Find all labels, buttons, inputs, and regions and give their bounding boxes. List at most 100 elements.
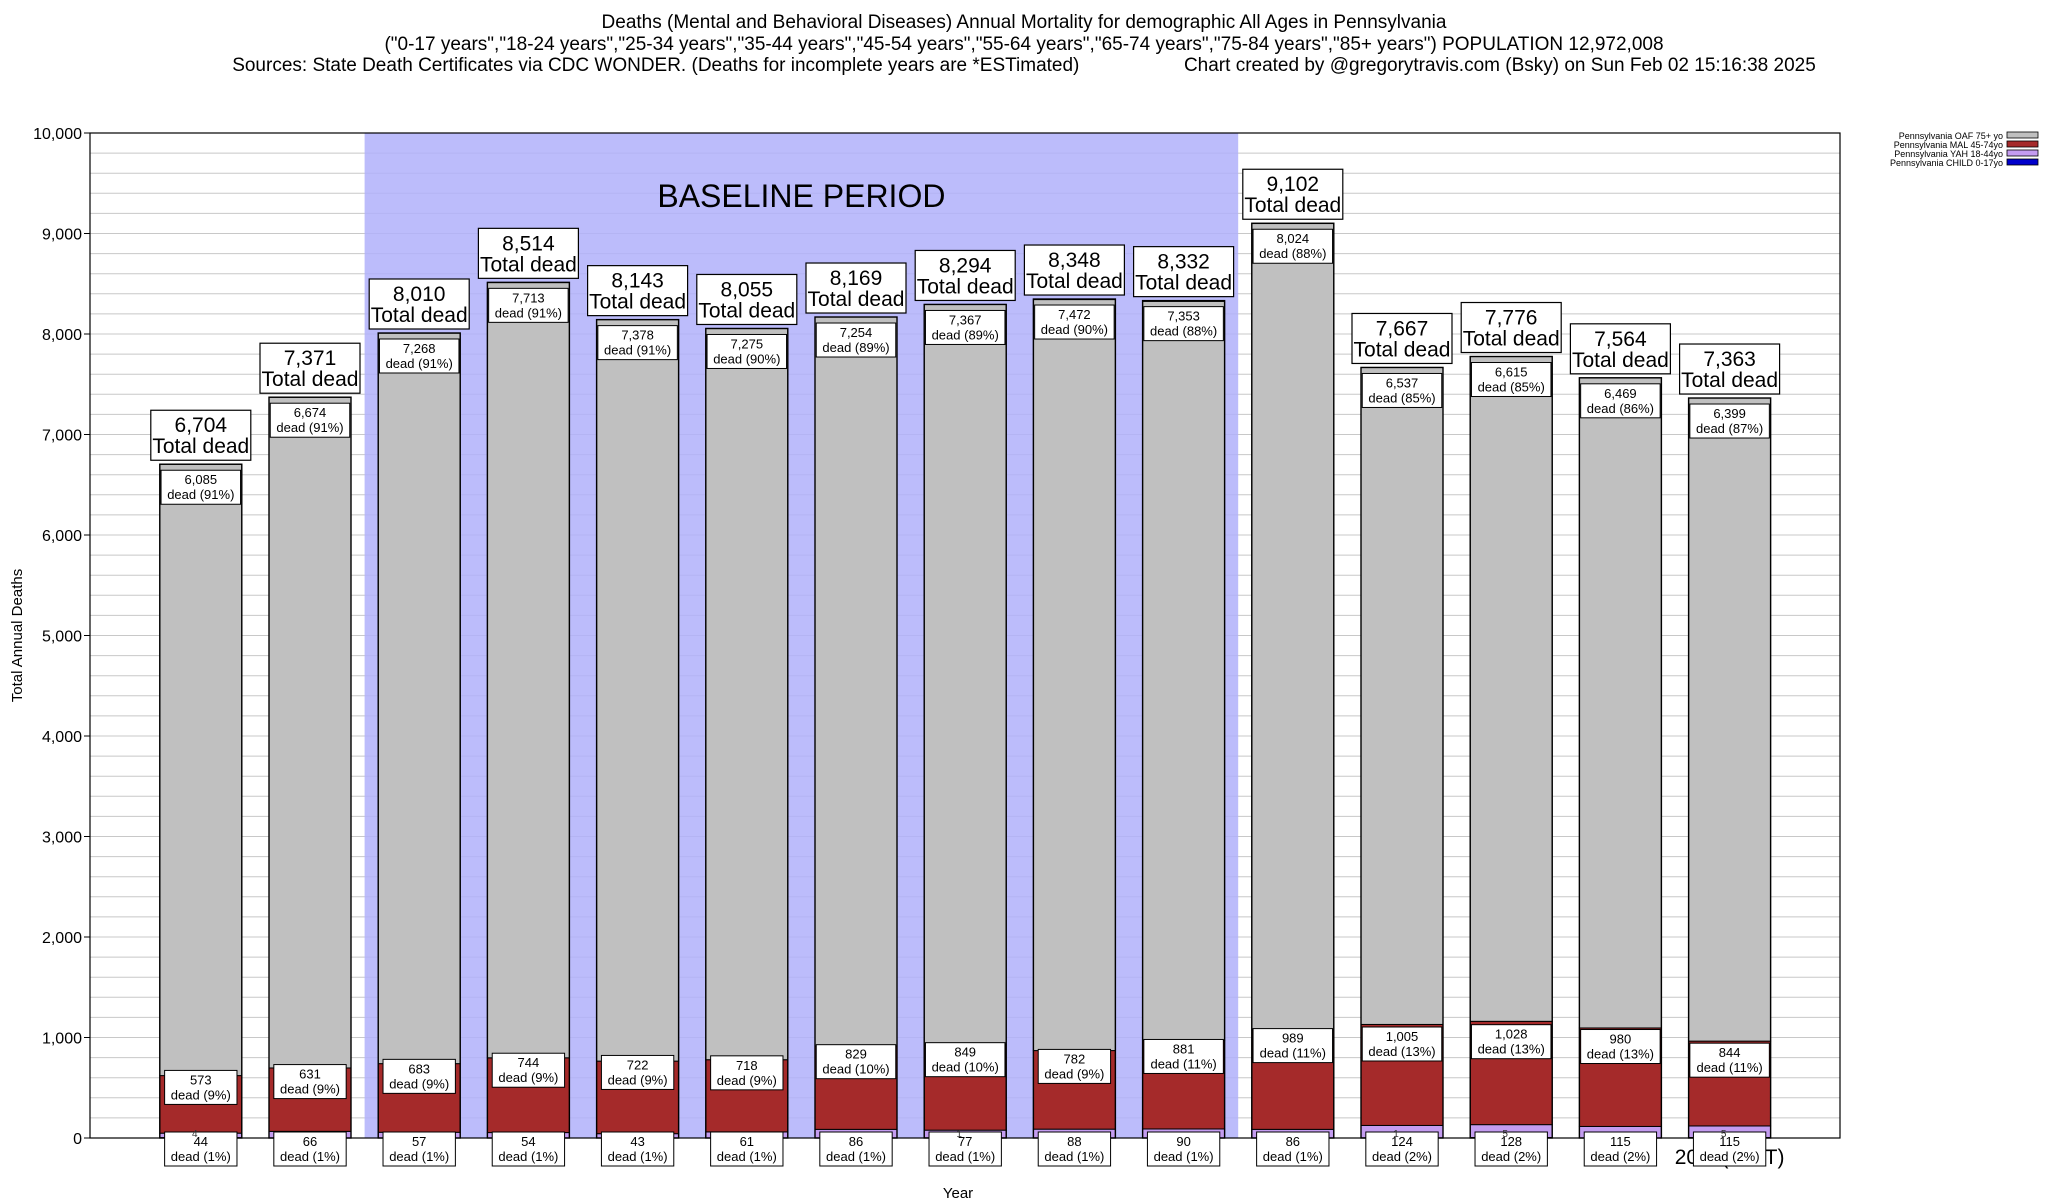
y-tick-label: 1,000 [42,1031,82,1048]
total-value: 8,143 [611,270,664,293]
label-text: dead (90%) [1041,322,1108,337]
label-text: dead (13%) [1368,1044,1435,1059]
total-suffix: Total dead [1681,369,1778,392]
label-box [600,1131,675,1167]
label-box [1470,362,1552,398]
label-text: 744 [518,1055,540,1070]
label-text: dead (10%) [822,1062,889,1077]
total-suffix: Total dead [1463,328,1560,351]
label-text: dead (2%) [1372,1149,1432,1164]
chart-title: Deaths (Mental and Behavioral Diseases) … [601,12,1447,33]
total-suffix: Total dead [1135,272,1232,295]
label-text: dead (85%) [1478,380,1545,395]
label-text: 1,028 [1495,1027,1528,1042]
sources-note: Sources: State Death Certificates via CD… [232,55,1080,76]
total-box [150,409,252,461]
label-text: dead (13%) [1587,1047,1654,1062]
label-text: dead (90%) [713,351,780,366]
total-value: 9,102 [1267,173,1320,196]
y-tick-label: 3,000 [42,830,82,847]
total-suffix: Total dead [808,288,905,311]
label-box [1256,1131,1330,1167]
label-text: dead (88%) [1259,246,1326,261]
total-suffix: Total dead [1026,270,1123,293]
label-text: dead (2%) [1481,1149,1541,1164]
label-text: 829 [845,1047,867,1062]
child-label: 1 [956,1129,962,1140]
label-box [1583,1131,1658,1167]
label-box [164,1131,238,1167]
label-text: dead (13%) [1478,1042,1545,1057]
total-value: 8,169 [830,267,883,290]
label-text: dead (9%) [608,1072,668,1087]
label-text: 7,713 [512,290,545,305]
label-box [491,1131,566,1167]
label-text: 124 [1391,1134,1413,1149]
bar-segment [1360,366,1444,1025]
label-box [1037,1048,1112,1084]
label-text: 43 [630,1134,644,1149]
label-box [597,325,678,361]
label-text: 8,024 [1277,231,1310,246]
legend-label: Pennsylvania OAF 75+ yo [1899,131,2003,141]
bar-segment [596,319,680,1062]
label-text: dead (1%) [498,1149,558,1164]
bar-segment [1469,356,1553,1022]
label-text: dead (1%) [717,1149,777,1164]
y-tick-label: 8,000 [42,327,82,344]
label-text: 7,275 [731,336,764,351]
label-text: 722 [627,1057,649,1072]
label-text: dead (11%) [1696,1060,1762,1075]
label-text: 844 [1719,1045,1741,1060]
label-text: 7,353 [1167,309,1200,324]
label-box [710,1055,784,1091]
bar-segment [705,328,789,1061]
label-text: 989 [1282,1031,1304,1046]
label-text: dead (11%) [1260,1046,1326,1061]
total-box [1023,244,1126,296]
y-tick-label: 6,000 [42,528,82,545]
total-box [259,342,361,394]
label-text: 77 [958,1134,972,1149]
label-box [1252,1028,1334,1064]
label-text: dead (9%) [498,1070,558,1085]
label-box [600,1054,675,1090]
bar-segment [1688,397,1772,1042]
label-text: dead (88%) [1150,324,1217,339]
label-box [378,338,460,374]
total-value: 7,363 [1703,348,1756,371]
label-text: 881 [1173,1041,1195,1056]
label-box [706,333,788,369]
label-text: 631 [299,1067,321,1082]
label-text: dead (9%) [280,1082,340,1097]
label-text: dead (11%) [1150,1056,1216,1071]
label-text: dead (10%) [932,1060,999,1075]
label-box [1580,1029,1661,1065]
label-text: dead (1%) [608,1149,668,1164]
bar-segment [1142,300,1226,1041]
total-suffix: Total dead [1354,338,1451,361]
total-suffix: Total dead [371,304,468,327]
